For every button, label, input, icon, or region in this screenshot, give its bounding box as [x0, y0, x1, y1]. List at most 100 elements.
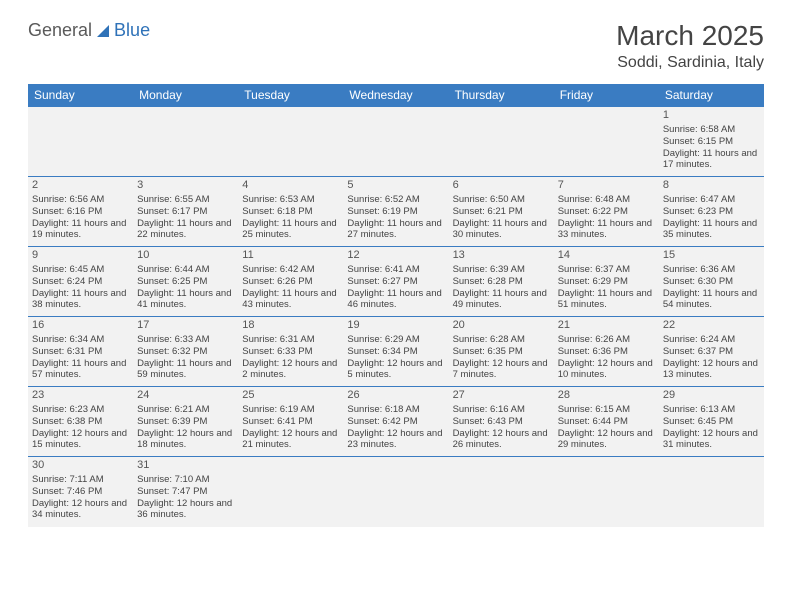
sunrise-text: Sunrise: 6:41 AM [347, 264, 444, 276]
sunset-text: Sunset: 6:15 PM [663, 136, 760, 148]
calendar-body: 1Sunrise: 6:58 AMSunset: 6:15 PM Daylight… [28, 107, 764, 527]
sunset-text: Sunset: 7:46 PM [32, 486, 129, 498]
day-number: 29 [663, 389, 760, 403]
daylight-text: Daylight: 11 hours and 22 minutes. [137, 218, 234, 242]
sunrise-text: Sunrise: 6:48 AM [558, 194, 655, 206]
daylight-text: Daylight: 12 hours and 15 minutes. [32, 428, 129, 452]
sunset-text: Sunset: 6:26 PM [242, 276, 339, 288]
daylight-text: Daylight: 12 hours and 29 minutes. [558, 428, 655, 452]
sunrise-text: Sunrise: 6:58 AM [663, 124, 760, 136]
calendar-cell: 4Sunrise: 6:53 AMSunset: 6:18 PMDaylight… [238, 177, 343, 247]
calendar-cell: 20Sunrise: 6:28 AMSunset: 6:35 PMDayligh… [449, 317, 554, 387]
day-number: 28 [558, 389, 655, 403]
sunset-text: Sunset: 6:22 PM [558, 206, 655, 218]
day-number: 4 [242, 179, 339, 193]
daylight-text: Daylight: 11 hours and 25 minutes. [242, 218, 339, 242]
calendar-page: General Blue March 2025 Soddi, Sardinia,… [0, 0, 792, 547]
sunset-text: Sunset: 6:30 PM [663, 276, 760, 288]
daylight-text: Daylight: 11 hours and 54 minutes. [663, 288, 760, 312]
sunrise-text: Sunrise: 7:11 AM [32, 474, 129, 486]
calendar-week-row: 30Sunrise: 7:11 AMSunset: 7:46 PMDayligh… [28, 457, 764, 527]
sunrise-text: Sunrise: 6:42 AM [242, 264, 339, 276]
sunrise-text: Sunrise: 6:31 AM [242, 334, 339, 346]
day-number: 18 [242, 319, 339, 333]
sunset-text: Sunset: 6:37 PM [663, 346, 760, 358]
daylight-text: Daylight: 12 hours and 36 minutes. [137, 498, 234, 522]
weekday-header: Saturday [659, 84, 764, 107]
sunset-text: Sunset: 6:24 PM [32, 276, 129, 288]
calendar-cell: 25Sunrise: 6:19 AMSunset: 6:41 PMDayligh… [238, 387, 343, 457]
sunset-text: Sunset: 6:29 PM [558, 276, 655, 288]
sunset-text: Sunset: 6:45 PM [663, 416, 760, 428]
calendar-cell: 29Sunrise: 6:13 AMSunset: 6:45 PMDayligh… [659, 387, 764, 457]
sunrise-text: Sunrise: 6:15 AM [558, 404, 655, 416]
daylight-text: Daylight: 11 hours and 38 minutes. [32, 288, 129, 312]
daylight-text: Daylight: 11 hours and 27 minutes. [347, 218, 444, 242]
day-number: 21 [558, 319, 655, 333]
calendar-cell: 12Sunrise: 6:41 AMSunset: 6:27 PMDayligh… [343, 247, 448, 317]
weekday-header: Monday [133, 84, 238, 107]
calendar-cell: 17Sunrise: 6:33 AMSunset: 6:32 PMDayligh… [133, 317, 238, 387]
logo-text-general: General [28, 20, 92, 41]
sunset-text: Sunset: 6:28 PM [453, 276, 550, 288]
calendar-cell: 7Sunrise: 6:48 AMSunset: 6:22 PMDaylight… [554, 177, 659, 247]
sunset-text: Sunset: 6:43 PM [453, 416, 550, 428]
sunset-text: Sunset: 6:32 PM [137, 346, 234, 358]
sunset-text: Sunset: 6:33 PM [242, 346, 339, 358]
sunrise-text: Sunrise: 6:45 AM [32, 264, 129, 276]
day-number: 17 [137, 319, 234, 333]
sunrise-text: Sunrise: 6:23 AM [32, 404, 129, 416]
sunrise-text: Sunrise: 6:56 AM [32, 194, 129, 206]
sunrise-text: Sunrise: 6:50 AM [453, 194, 550, 206]
daylight-text: Daylight: 12 hours and 31 minutes. [663, 428, 760, 452]
sunset-text: Sunset: 6:17 PM [137, 206, 234, 218]
calendar-cell [238, 107, 343, 177]
weekday-header-row: Sunday Monday Tuesday Wednesday Thursday… [28, 84, 764, 107]
calendar-cell [554, 457, 659, 527]
daylight-text: Daylight: 11 hours and 33 minutes. [558, 218, 655, 242]
header: General Blue March 2025 Soddi, Sardinia,… [28, 20, 764, 72]
daylight-text: Daylight: 12 hours and 10 minutes. [558, 358, 655, 382]
sunset-text: Sunset: 6:27 PM [347, 276, 444, 288]
logo: General Blue [28, 20, 150, 41]
sunset-text: Sunset: 6:42 PM [347, 416, 444, 428]
sunrise-text: Sunrise: 6:39 AM [453, 264, 550, 276]
weekday-header: Friday [554, 84, 659, 107]
weekday-header: Thursday [449, 84, 554, 107]
sunrise-text: Sunrise: 6:47 AM [663, 194, 760, 206]
daylight-text: Daylight: 12 hours and 7 minutes. [453, 358, 550, 382]
day-number: 13 [453, 249, 550, 263]
sunrise-text: Sunrise: 6:55 AM [137, 194, 234, 206]
day-number: 27 [453, 389, 550, 403]
daylight-text: Daylight: 11 hours and 30 minutes. [453, 218, 550, 242]
sunrise-text: Sunrise: 6:37 AM [558, 264, 655, 276]
sunrise-text: Sunrise: 6:16 AM [453, 404, 550, 416]
day-number: 8 [663, 179, 760, 193]
daylight-text: Daylight: 12 hours and 5 minutes. [347, 358, 444, 382]
calendar-week-row: 16Sunrise: 6:34 AMSunset: 6:31 PMDayligh… [28, 317, 764, 387]
sunrise-text: Sunrise: 7:10 AM [137, 474, 234, 486]
daylight-text: Daylight: 11 hours and 46 minutes. [347, 288, 444, 312]
day-number: 24 [137, 389, 234, 403]
sunrise-text: Sunrise: 6:13 AM [663, 404, 760, 416]
sunrise-text: Sunrise: 6:33 AM [137, 334, 234, 346]
daylight-text: Daylight: 12 hours and 26 minutes. [453, 428, 550, 452]
calendar-cell: 10Sunrise: 6:44 AMSunset: 6:25 PMDayligh… [133, 247, 238, 317]
day-number: 1 [663, 109, 760, 123]
day-number: 6 [453, 179, 550, 193]
weekday-header: Sunday [28, 84, 133, 107]
calendar-cell: 8Sunrise: 6:47 AMSunset: 6:23 PMDaylight… [659, 177, 764, 247]
calendar-cell: 15Sunrise: 6:36 AMSunset: 6:30 PMDayligh… [659, 247, 764, 317]
sunset-text: Sunset: 6:21 PM [453, 206, 550, 218]
calendar-cell: 2Sunrise: 6:56 AMSunset: 6:16 PMDaylight… [28, 177, 133, 247]
day-number: 9 [32, 249, 129, 263]
sunset-text: Sunset: 6:39 PM [137, 416, 234, 428]
daylight-text: Daylight: 12 hours and 2 minutes. [242, 358, 339, 382]
daylight-text: Daylight: 12 hours and 34 minutes. [32, 498, 129, 522]
calendar-cell: 31Sunrise: 7:10 AMSunset: 7:47 PMDayligh… [133, 457, 238, 527]
sunset-text: Sunset: 6:35 PM [453, 346, 550, 358]
daylight-text: Daylight: 11 hours and 19 minutes. [32, 218, 129, 242]
calendar-cell: 23Sunrise: 6:23 AMSunset: 6:38 PMDayligh… [28, 387, 133, 457]
sunrise-text: Sunrise: 6:24 AM [663, 334, 760, 346]
sunset-text: Sunset: 6:31 PM [32, 346, 129, 358]
